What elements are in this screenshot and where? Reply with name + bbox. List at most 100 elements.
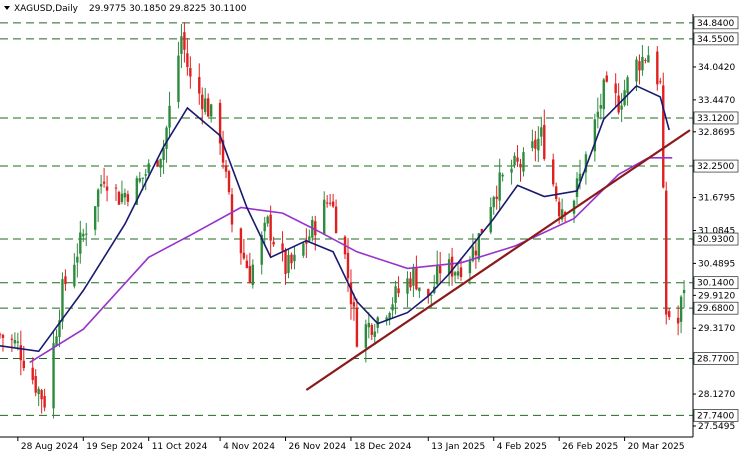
bull-candle [572, 200, 576, 214]
bull-candle [61, 279, 64, 322]
bear-candle [563, 212, 567, 214]
bear-candle [668, 311, 671, 318]
bear-candle [34, 376, 37, 393]
bear-candle [248, 266, 252, 284]
bull-candle [159, 158, 162, 168]
bear-candle [334, 206, 338, 234]
level-label-box [693, 32, 739, 46]
bear-candle [543, 124, 546, 159]
bear-candle [0, 334, 2, 336]
bear-candle [370, 324, 373, 335]
triangle-down-icon[interactable] [4, 6, 10, 10]
bear-candle [64, 276, 67, 285]
chart-header: XAGUSD,Daily 29.9775 30.1850 29.8225 30.… [4, 4, 247, 14]
bear-candle [659, 81, 662, 83]
bull-candle [147, 163, 150, 174]
level-label: 27.7400 [697, 411, 734, 421]
bear-candle [328, 202, 332, 204]
y-tick-label: 34.0420 [698, 63, 735, 73]
bull-candle [388, 313, 391, 319]
axis-ticks: 34.0420 33.4470 32.8695 31.6795 31.0845 30.48… [17, 63, 735, 452]
bull-candle [522, 152, 525, 172]
bull-candle [177, 55, 180, 102]
bull-candle [647, 55, 650, 63]
level-label: 28.7700 [697, 354, 734, 364]
bear-candle [114, 187, 118, 189]
bear-candle [183, 32, 186, 50]
bear-candle [397, 288, 400, 294]
bear-candle [605, 75, 608, 82]
bear-candle [272, 241, 275, 245]
level-label: 32.2500 [697, 162, 734, 172]
bull-candle [578, 173, 582, 182]
bear-candle [355, 308, 359, 347]
symbol-label: XAGUSD,Daily [14, 4, 79, 14]
bear-candle [206, 98, 210, 117]
bear-candle [427, 288, 430, 296]
level-label-box [693, 232, 739, 246]
x-tick-label: 11 Oct 2024 [152, 442, 208, 452]
axes [0, 14, 694, 438]
x-tick-label: 19 Sep 2024 [86, 442, 143, 452]
bear-candle [557, 201, 561, 217]
bull-candle [322, 199, 326, 235]
bull-candle [430, 294, 433, 296]
bull-candle [251, 264, 255, 285]
bear-candle [459, 267, 463, 278]
bull-candle [76, 256, 79, 263]
bull-candle [367, 322, 371, 328]
bull-candle [412, 266, 415, 286]
bear-candle [662, 85, 665, 188]
bull-candle [99, 184, 103, 187]
bull-candle [162, 148, 165, 160]
bull-candle [120, 193, 124, 202]
bear-candle [245, 260, 249, 268]
bear-candle [281, 243, 284, 251]
bull-candle [501, 174, 504, 177]
bull-candle [560, 209, 564, 220]
bull-candle [394, 286, 397, 303]
bear-candle [156, 160, 159, 167]
bull-candle [123, 192, 127, 198]
bear-candle [230, 194, 234, 225]
y-tick-label: 29.9120 [698, 291, 735, 301]
bull-candle [93, 206, 97, 230]
bear-candle [656, 51, 659, 85]
bull-candle [263, 222, 266, 232]
bull-candle [447, 259, 451, 275]
bull-candle [135, 178, 139, 205]
level-label: 30.9300 [697, 235, 734, 245]
level-label-box [693, 16, 739, 30]
y-tick-label: 29.3170 [698, 324, 735, 334]
level-label-box [693, 301, 739, 315]
bull-candle [391, 304, 394, 311]
bull-candle [58, 320, 61, 338]
y-tick-label: 33.4470 [698, 96, 735, 106]
bear-candle [242, 252, 246, 259]
bear-candle [331, 201, 335, 207]
bull-candle [682, 289, 686, 294]
bull-candle [599, 105, 602, 109]
ohlc-values: 29.9775 30.1850 29.8225 30.1100 [89, 4, 247, 14]
y-tick-label: 31.6795 [698, 194, 735, 204]
bull-candle [453, 272, 457, 276]
bull-candle [418, 287, 421, 292]
bear-candle [284, 249, 287, 274]
bear-candle [480, 229, 484, 233]
candles [0, 22, 686, 419]
bear-candle [290, 254, 293, 264]
bear-candle [325, 202, 329, 204]
bear-candle [221, 140, 225, 163]
bull-candle [16, 341, 20, 343]
bull-candle [373, 331, 376, 337]
level-label-box [693, 159, 739, 173]
bear-candle [10, 338, 14, 340]
bull-candle [510, 168, 513, 173]
bear-candle [1, 334, 5, 338]
bull-candle [37, 388, 40, 395]
bull-candle [626, 77, 629, 94]
bull-candle [52, 343, 55, 409]
x-tick-label: 18 Dec 2024 [354, 442, 412, 452]
level-labels: 34.8400 34.5500 33.1200 32.2500 30.9300 30.14… [693, 16, 739, 422]
bear-candle [218, 103, 222, 144]
